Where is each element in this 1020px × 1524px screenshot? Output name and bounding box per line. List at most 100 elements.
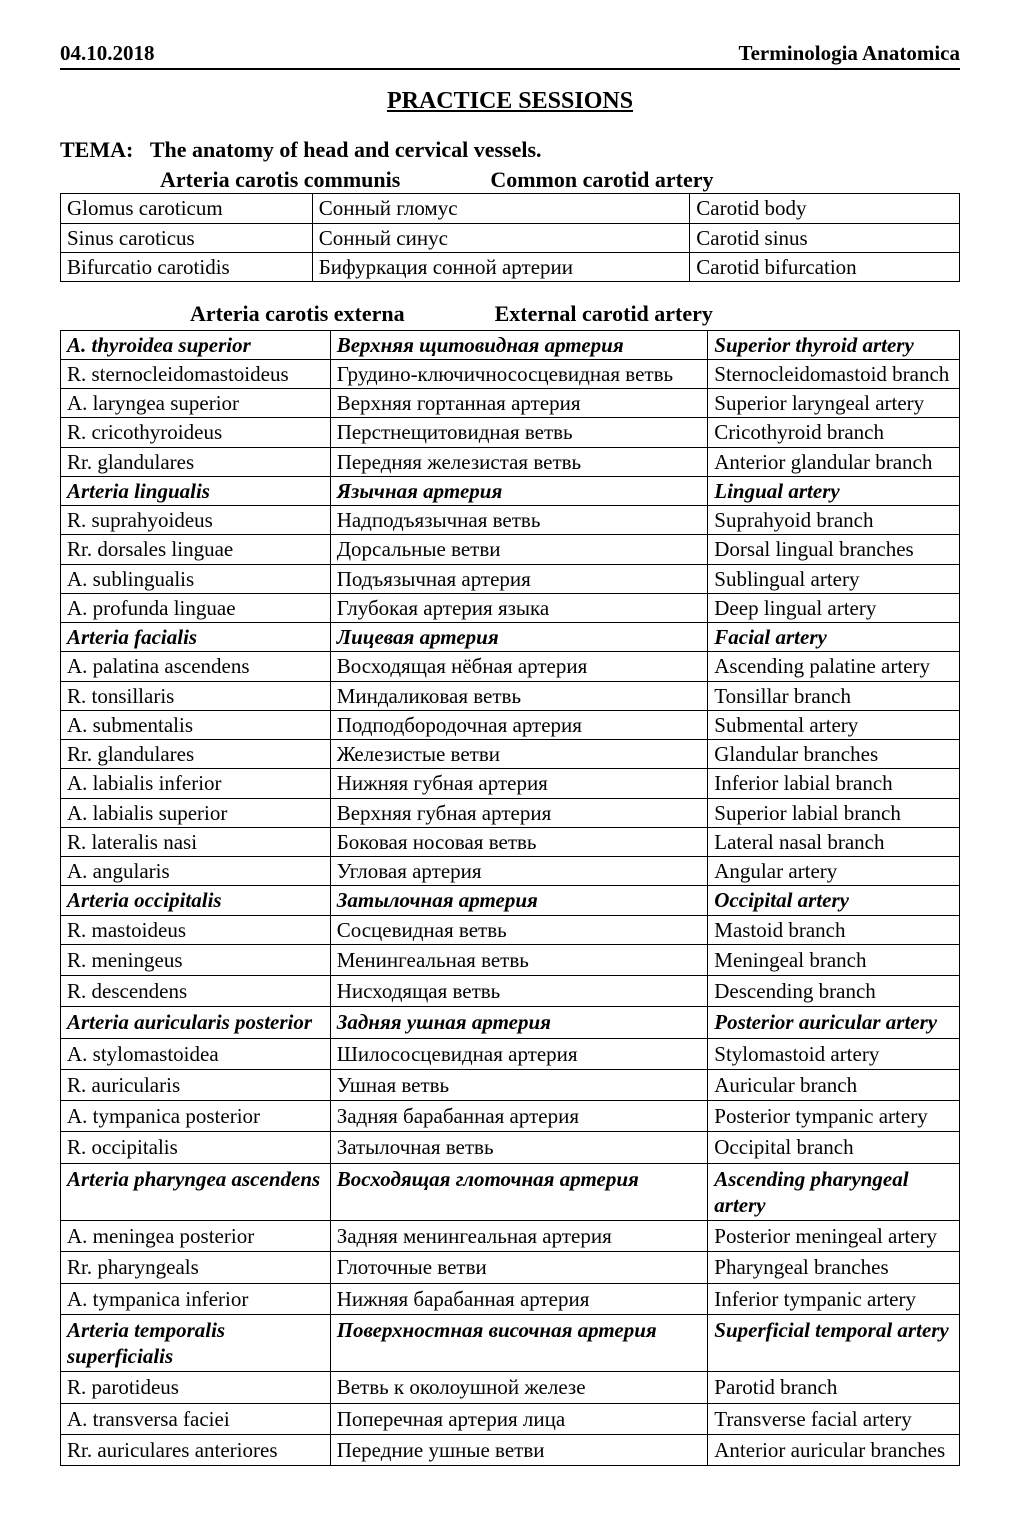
header-title: Terminologia Anatomica [739, 40, 960, 66]
table-cell: Facial artery [708, 623, 960, 652]
page-header: 04.10.2018 Terminologia Anatomica [60, 40, 960, 66]
table-cell: A. tympanica inferior [61, 1283, 331, 1314]
table-row: A. tympanica posteriorЗадняя барабанная … [61, 1101, 960, 1132]
table-cell: R. auricularis [61, 1069, 331, 1100]
table-cell: A. profunda linguae [61, 593, 331, 622]
table-cell: Угловая артерия [330, 857, 708, 886]
table-row: Glomus caroticumСонный гломусCarotid bod… [61, 194, 960, 223]
table-row: Arteria pharyngea ascendensВосходящая гл… [61, 1163, 960, 1221]
table-cell: Stylomastoid artery [708, 1038, 960, 1069]
tema-sub-en: Common carotid artery [490, 166, 713, 194]
table-cell: Ушная ветвь [330, 1069, 708, 1100]
section2-en: External carotid artery [495, 300, 713, 328]
table-cell: R. lateralis nasi [61, 827, 331, 856]
tema-prefix: ТЕМА: [60, 137, 133, 162]
table-row: R. lateralis nasiБоковая носовая ветвьLa… [61, 827, 960, 856]
table-row: R. auricularisУшная ветвьAuricular branc… [61, 1069, 960, 1100]
table-cell: Нижняя барабанная артерия [330, 1283, 708, 1314]
table-row: R. sternocleidomastoideusГрудино-ключичн… [61, 359, 960, 388]
table-cell: Transverse facial artery [708, 1403, 960, 1434]
table-cell: Грудино-ключичнососцевидная ветвь [330, 359, 708, 388]
table-cell: Глоточные ветви [330, 1252, 708, 1283]
table-cell: A. angularis [61, 857, 331, 886]
table-cell: Задняя барабанная артерия [330, 1101, 708, 1132]
table-cell: Rr. auriculares anteriores [61, 1434, 331, 1465]
table-cell: Сонный гломус [312, 194, 690, 223]
table-cell: Шилососцевидная артерия [330, 1038, 708, 1069]
table-cell: Cricothyroid branch [708, 418, 960, 447]
table-row: R. descendensНисходящая ветвьDescending … [61, 976, 960, 1007]
table-cell: R. cricothyroideus [61, 418, 331, 447]
table-cell: Lateral nasal branch [708, 827, 960, 856]
table-cell: Sinus caroticus [61, 223, 313, 252]
table-cell: Верхняя губная артерия [330, 798, 708, 827]
tema-title: The anatomy of head and cervical vessels… [150, 137, 542, 162]
table-cell: Бифуркация сонной артерии [312, 252, 690, 281]
table-cell: Восходящая нёбная артерия [330, 652, 708, 681]
table-cell: Поперечная артерия лица [330, 1403, 708, 1434]
table-cell: Superior laryngeal artery [708, 389, 960, 418]
table-row: Arteria temporalis superficialisПоверхно… [61, 1314, 960, 1372]
table-cell: Менингеальная ветвь [330, 944, 708, 975]
table-cell: Верхняя щитовидная артерия [330, 330, 708, 359]
table-row: Rr. auriculares anterioresПередние ушные… [61, 1434, 960, 1465]
table-row: A. submentalisПодподбородочная артерияSu… [61, 710, 960, 739]
table-cell: Затылочная ветвь [330, 1132, 708, 1163]
table-row: Rr. dorsales linguaeДорсальные ветвиDors… [61, 535, 960, 564]
table-row: R. suprahyoideusНадподъязычная ветвьSupr… [61, 506, 960, 535]
table-cell: Bifurcatio carotidis [61, 252, 313, 281]
table-cell: Suprahyoid branch [708, 506, 960, 535]
table-cell: Superior thyroid artery [708, 330, 960, 359]
table-cell: Ascending pharyngeal artery [708, 1163, 960, 1221]
table-cell: Descending branch [708, 976, 960, 1007]
header-date: 04.10.2018 [60, 40, 155, 66]
table-cell: Rr. glandulares [61, 447, 331, 476]
table-cell: Inferior tympanic artery [708, 1283, 960, 1314]
table-cell: Arteria occipitalis [61, 886, 331, 915]
table-cell: Подъязычная артерия [330, 564, 708, 593]
table-row: A. thyroidea superiorВерхняя щитовидная … [61, 330, 960, 359]
table-cell: A. labialis superior [61, 798, 331, 827]
table-cell: A. palatina ascendens [61, 652, 331, 681]
table-row: R. mastoideusСосцевидная ветвьMastoid br… [61, 915, 960, 944]
table-cell: Glandular branches [708, 740, 960, 769]
table-cell: Rr. dorsales linguae [61, 535, 331, 564]
table-cell: Dorsal lingual branches [708, 535, 960, 564]
table-row: A. labialis inferiorНижняя губная артери… [61, 769, 960, 798]
table-cell: A. thyroidea superior [61, 330, 331, 359]
table-cell: Deep lingual artery [708, 593, 960, 622]
table-cell: Sternocleidomastoid branch [708, 359, 960, 388]
table-external-carotid: A. thyroidea superiorВерхняя щитовидная … [60, 330, 960, 1467]
table-cell: Arteria lingualis [61, 476, 331, 505]
table-cell: Auricular branch [708, 1069, 960, 1100]
table-cell: A. stylomastoidea [61, 1038, 331, 1069]
table-cell: Передние ушные ветви [330, 1434, 708, 1465]
table-row: Rr. glandularesЖелезистые ветвиGlandular… [61, 740, 960, 769]
table-cell: Ascending palatine artery [708, 652, 960, 681]
tema-sub-latin: Arteria carotis communis [160, 166, 400, 194]
table-cell: Occipital branch [708, 1132, 960, 1163]
table-cell: Pharyngeal branches [708, 1252, 960, 1283]
table-cell: Posterior meningeal artery [708, 1221, 960, 1252]
table-row: R. cricothyroideusПерстнещитовидная ветв… [61, 418, 960, 447]
table-row: Rr. pharyngealsГлоточные ветвиPharyngeal… [61, 1252, 960, 1283]
table-cell: Tonsillar branch [708, 681, 960, 710]
table-cell: Глубокая артерия языка [330, 593, 708, 622]
table-row: A. tympanica inferiorНижняя барабанная а… [61, 1283, 960, 1314]
table-cell: A. labialis inferior [61, 769, 331, 798]
table-cell: R. suprahyoideus [61, 506, 331, 535]
table-cell: Anterior glandular branch [708, 447, 960, 476]
table-cell: Sublingual artery [708, 564, 960, 593]
table-row: R. occipitalisЗатылочная ветвьOccipital … [61, 1132, 960, 1163]
table-cell: Затылочная артерия [330, 886, 708, 915]
table-row: R. parotideusВетвь к околоушной железеPa… [61, 1372, 960, 1403]
table-cell: Inferior labial branch [708, 769, 960, 798]
table-cell: Carotid body [690, 194, 960, 223]
table-row: Arteria occipitalisЗатылочная артерияOcc… [61, 886, 960, 915]
table-row: Rr. glandularesПередняя железистая ветвь… [61, 447, 960, 476]
table-cell: A. sublingualis [61, 564, 331, 593]
table-cell: Задняя менингеальная артерия [330, 1221, 708, 1252]
table-cell: Нижняя губная артерия [330, 769, 708, 798]
table-cell: A. transversa faciei [61, 1403, 331, 1434]
table-cell: Occipital artery [708, 886, 960, 915]
